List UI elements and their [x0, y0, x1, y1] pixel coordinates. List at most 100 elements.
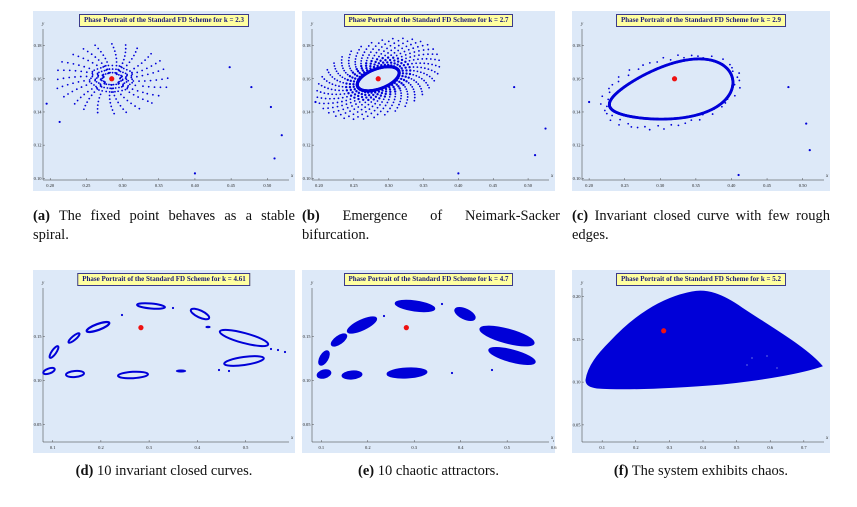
data-point: [117, 83, 120, 85]
data-point: [323, 78, 326, 80]
gap-point: [766, 355, 768, 357]
data-point: [393, 47, 396, 49]
data-point: [150, 52, 152, 55]
data-point: [361, 69, 365, 72]
y-tick-label: 0.10: [573, 176, 582, 181]
data-point: [124, 51, 127, 54]
data-point: [457, 172, 460, 175]
data-point: [405, 88, 408, 91]
data-point: [125, 68, 128, 71]
data-point: [114, 90, 116, 93]
data-point: [93, 69, 96, 72]
data-point: [333, 62, 335, 64]
data-point: [404, 75, 407, 78]
data-point: [370, 59, 373, 63]
data-point: [400, 58, 404, 62]
data-point: [386, 47, 388, 50]
data-point: [358, 71, 361, 75]
data-point: [368, 108, 371, 111]
data-point: [353, 96, 356, 99]
data-point: [411, 62, 413, 65]
data-point: [320, 97, 323, 99]
x-tick-label: 0.7: [801, 445, 807, 450]
data-point: [377, 62, 381, 65]
caption-text: The system exhibits chaos.: [631, 463, 789, 479]
data-point: [729, 63, 731, 66]
data-point: [338, 85, 340, 88]
data-point: [373, 63, 376, 66]
data-point: [91, 73, 94, 76]
data-point: [387, 52, 389, 54]
chart-svg: 0.1 0.2 0.3 0.4 0.5 0.6 0.05 0.10 0.15 x y: [303, 281, 558, 450]
data-point: [125, 78, 128, 81]
data-point: [349, 101, 352, 104]
data-point: [374, 102, 377, 105]
data-point: [341, 96, 344, 99]
data-point: [356, 85, 359, 88]
attractor-shape: [117, 370, 149, 380]
data-point: [146, 73, 149, 76]
data-point: [404, 60, 407, 64]
y-tick-label: 0.14: [573, 109, 582, 114]
data-point: [627, 74, 630, 77]
data-point: [352, 83, 355, 86]
data-point: [411, 86, 414, 88]
data-point: [642, 64, 644, 66]
data-point: [90, 94, 93, 97]
data-point: [396, 63, 399, 66]
data-point: [392, 101, 395, 104]
data-point: [104, 64, 107, 67]
data-point: [637, 68, 640, 70]
x-tick-label: 0.40: [191, 183, 200, 188]
data-point: [401, 69, 404, 72]
data-point: [100, 70, 103, 73]
data-point: [787, 85, 790, 89]
data-point: [392, 56, 395, 59]
data-point: [372, 48, 374, 51]
data-point: [357, 87, 360, 90]
data-point: [412, 66, 415, 68]
data-point: [99, 67, 102, 69]
plot-title: Phase Portrait of the Standard FD Scheme…: [343, 14, 514, 27]
data-point: [110, 87, 113, 90]
data-point: [379, 103, 381, 106]
data-point: [387, 63, 390, 67]
data-point: [90, 77, 92, 80]
data-point: [74, 76, 76, 78]
data-point: [384, 58, 387, 62]
data-point: [690, 119, 693, 122]
data-point: [126, 99, 129, 102]
data-point: [134, 105, 136, 107]
data-point: [490, 368, 494, 372]
data-point: [436, 72, 439, 75]
data-point: [382, 314, 386, 318]
data-point: [389, 90, 392, 93]
data-point: [619, 118, 622, 121]
data-point: [127, 79, 130, 82]
data-point: [93, 91, 96, 94]
x-tick-label: 0.50: [799, 183, 808, 188]
data-point: [345, 82, 348, 85]
data-point: [413, 79, 415, 82]
data-point: [513, 85, 516, 89]
data-point: [128, 83, 131, 86]
data-point: [400, 82, 403, 85]
data-point: [93, 84, 95, 86]
data-point: [111, 109, 114, 111]
data-point: [397, 49, 400, 52]
x-tick-label: 0.5: [504, 445, 510, 450]
data-point: [376, 93, 379, 96]
data-point: [360, 95, 364, 99]
data-point: [370, 101, 373, 103]
data-point: [96, 68, 99, 70]
data-point: [387, 40, 390, 43]
data-point: [413, 93, 416, 96]
data-point: [375, 58, 379, 61]
data-point: [608, 87, 610, 90]
data-point: [151, 93, 154, 96]
data-point: [389, 107, 391, 110]
data-point: [360, 57, 363, 60]
data-point: [334, 84, 337, 87]
data-point: [141, 91, 144, 94]
data-point: [331, 93, 334, 96]
